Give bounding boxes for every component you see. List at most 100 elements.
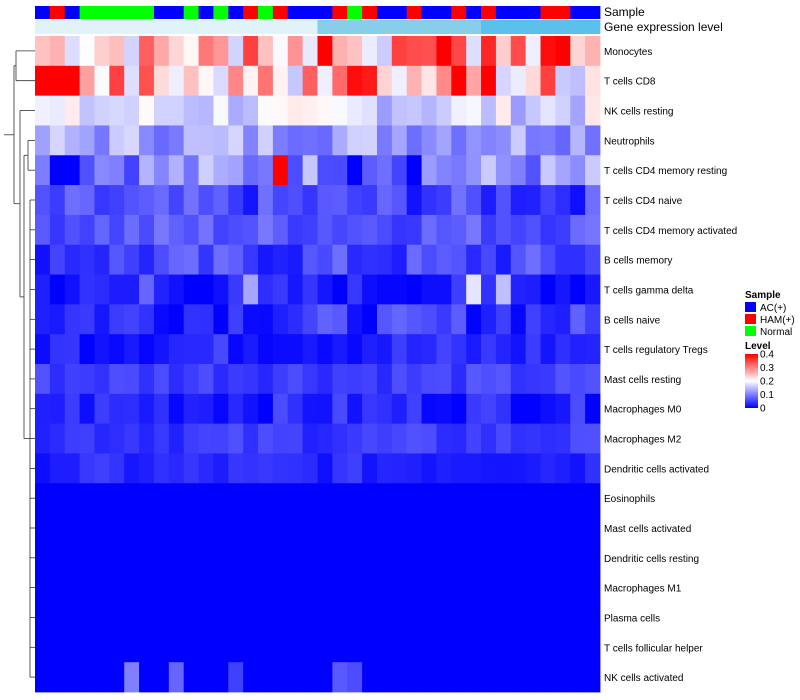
heatmap-cell (376, 364, 393, 395)
heatmap-cell (332, 274, 348, 305)
heatmap-cell (109, 513, 125, 544)
heatmap-cell (376, 453, 393, 484)
heatmap-cell (391, 155, 408, 186)
heatmap-cell (228, 185, 244, 216)
heatmap-cell (109, 65, 125, 97)
heatmap-cell (421, 423, 437, 454)
heatmap-cell (94, 542, 110, 574)
heatmap-cell (258, 423, 274, 454)
heatmap-cell (451, 632, 467, 663)
expression-cell (139, 20, 155, 34)
heatmap-cell (570, 185, 586, 216)
row-label: Macrophages M0 (604, 405, 682, 416)
heatmap-cell (243, 542, 259, 574)
heatmap-cell (124, 244, 140, 275)
heatmap-cell (481, 662, 497, 693)
heatmap-cell (258, 304, 274, 335)
sample-cell (228, 6, 244, 19)
heatmap-cell (451, 364, 467, 395)
heatmap-cell (228, 393, 244, 425)
heatmap-cell (287, 185, 304, 216)
expression-cell (362, 20, 378, 34)
heatmap-cell (168, 334, 185, 365)
heatmap-cell (94, 334, 110, 365)
heatmap-cell (258, 334, 274, 365)
heatmap-cell (540, 364, 556, 395)
heatmap-cell (481, 364, 497, 395)
heatmap-cell (555, 602, 571, 633)
heatmap-cell (64, 95, 81, 126)
heatmap-cell (585, 95, 601, 126)
heatmap-cell (376, 95, 393, 126)
heatmap-cell (451, 65, 467, 97)
heatmap-cell (64, 513, 81, 544)
heatmap-cell (406, 632, 422, 663)
heatmap-cell (495, 542, 512, 574)
heatmap-cell (510, 125, 527, 156)
heatmap-cell (168, 125, 185, 156)
heatmap-cell (317, 602, 333, 633)
heatmap-cell (555, 662, 571, 693)
heatmap-cell (391, 244, 408, 275)
heatmap-cell (466, 632, 482, 663)
heatmap-cell (153, 632, 170, 663)
heatmap-cell (525, 95, 541, 126)
heatmap-cell (35, 483, 51, 514)
heatmap-cell (139, 483, 155, 514)
heatmap-cell (406, 662, 422, 693)
heatmap-cell (451, 542, 467, 574)
heatmap-cell (228, 513, 244, 544)
heatmap-cell (213, 304, 229, 335)
row-label: Macrophages M2 (604, 435, 682, 446)
heatmap-cell (525, 36, 541, 67)
heatmap-cell (555, 572, 571, 603)
heatmap-cell (49, 244, 66, 275)
heatmap-cell (555, 36, 571, 67)
heatmap-cell (79, 453, 95, 484)
heatmap-cell (317, 95, 333, 126)
heatmap-cell (451, 453, 467, 484)
heatmap-cell (243, 274, 259, 305)
heatmap-cell (49, 453, 66, 484)
heatmap-cell (436, 65, 452, 97)
heatmap-cell (585, 185, 601, 216)
heatmap-cell (109, 185, 125, 216)
heatmap-cell (35, 65, 51, 97)
heatmap-cell (79, 274, 95, 305)
heatmap-cell (49, 483, 66, 514)
heatmap-cell (49, 95, 66, 126)
heatmap-cell (228, 572, 244, 603)
heatmap-cell (317, 334, 333, 365)
heatmap-cell (406, 304, 422, 335)
heatmap-cell (272, 453, 289, 484)
heatmap-cell (94, 155, 110, 186)
heatmap-cell (391, 185, 408, 216)
heatmap-cell (228, 304, 244, 335)
heatmap-cell (243, 304, 259, 335)
heatmap-cell (347, 155, 363, 186)
heatmap-cell (406, 65, 422, 97)
sample-cell (362, 6, 378, 19)
heatmap-cell (391, 36, 408, 67)
heatmap-cell (570, 483, 586, 514)
heatmap-cell (510, 364, 527, 395)
heatmap-cell (585, 304, 601, 335)
heatmap-cell (347, 274, 363, 305)
heatmap-cell (198, 662, 214, 693)
heatmap-cell (421, 274, 437, 305)
legend-swatch (745, 314, 756, 324)
heatmap-cell (466, 155, 482, 186)
heatmap-cell (153, 36, 170, 67)
heatmap-cell (540, 95, 556, 126)
heatmap-cell (466, 513, 482, 544)
heatmap-cell (228, 155, 244, 186)
expression-cell (570, 20, 586, 34)
heatmap-cell (139, 185, 155, 216)
heatmap-cell (421, 65, 437, 97)
heatmap-cell (495, 483, 512, 514)
heatmap-cell (376, 125, 393, 156)
heatmap-cell (213, 334, 229, 365)
heatmap-cell (585, 393, 601, 425)
heatmap-cell (49, 662, 66, 693)
heatmap-cell (332, 244, 348, 275)
